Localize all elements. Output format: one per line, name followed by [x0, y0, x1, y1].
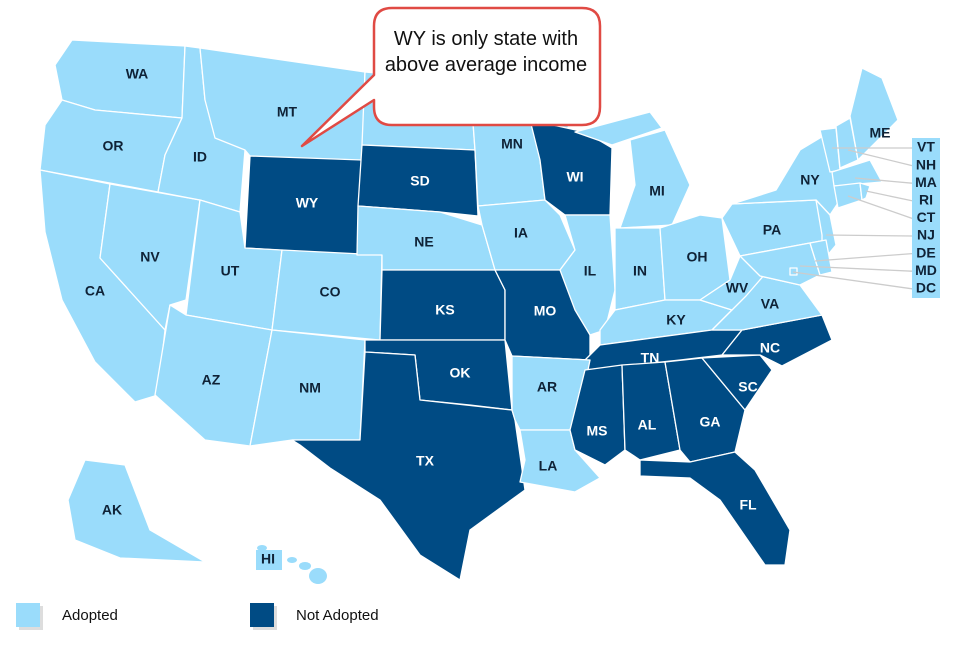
state-label-la: LA [539, 458, 558, 474]
state-label-id: ID [193, 149, 207, 165]
state-hi-island[interactable] [299, 562, 311, 570]
legend-not-adopted: Not Adopted [250, 603, 379, 627]
state-mi[interactable] [619, 129, 691, 229]
hi-label-box [256, 550, 282, 570]
state-label-va: VA [761, 296, 779, 312]
state-hi-island[interactable] [287, 557, 297, 563]
state-label-ga: GA [700, 414, 721, 430]
state-label-sd: SD [410, 173, 429, 189]
state-hi-island[interactable] [309, 568, 327, 584]
state-sc[interactable] [701, 354, 773, 411]
state-label-fl: FL [739, 497, 757, 513]
side-label-ma: MA [915, 174, 937, 190]
state-label-az: AZ [202, 372, 221, 388]
state-label-pa: PA [763, 222, 781, 238]
state-label-wi: WI [566, 169, 583, 185]
callout-bubble [300, 6, 602, 148]
state-label-ok: OK [450, 365, 471, 381]
side-label-dc: DC [916, 280, 936, 296]
leader-line [799, 265, 913, 272]
leader-line [865, 190, 913, 202]
legend-swatch-not-adopted [250, 603, 274, 627]
state-il[interactable] [559, 214, 616, 336]
state-ct[interactable] [833, 182, 863, 209]
leader-line [847, 195, 913, 220]
state-al[interactable] [621, 361, 681, 461]
leader-line [854, 177, 913, 184]
side-label-box [912, 138, 940, 298]
state-me[interactable] [849, 67, 899, 161]
state-label-ky: KY [666, 312, 686, 328]
state-label-ak: AK [102, 502, 122, 518]
state-mi[interactable] [574, 111, 663, 146]
state-label-mn: MN [501, 136, 523, 152]
state-label-ut: UT [221, 263, 240, 279]
state-md[interactable] [739, 242, 821, 286]
state-label-nc: NC [760, 340, 780, 356]
state-label-in: IN [633, 263, 647, 279]
state-label-ar: AR [537, 379, 557, 395]
side-label-ri: RI [919, 192, 933, 208]
state-label-il: IL [584, 263, 597, 279]
state-label-wv: WV [726, 280, 749, 296]
state-label-wy: WY [296, 195, 319, 211]
leader-line [825, 234, 913, 237]
state-tx[interactable] [291, 351, 526, 581]
legend-adopted: Adopted [16, 603, 118, 627]
legend-label: Not Adopted [296, 606, 379, 624]
state-label-hi: HI [261, 551, 275, 567]
legend-label: Adopted [62, 606, 118, 624]
state-label-oh: OH [687, 249, 708, 265]
state-label-mt: MT [277, 104, 298, 120]
state-label-al: AL [638, 417, 657, 433]
side-label-md: MD [915, 262, 937, 278]
side-label-vt: VT [917, 139, 935, 155]
state-hi-island[interactable] [257, 545, 267, 551]
leader-line [847, 149, 913, 167]
state-sd[interactable] [357, 144, 479, 217]
state-label-nv: NV [140, 249, 160, 265]
state-ak[interactable] [67, 459, 206, 563]
state-de[interactable] [809, 239, 833, 276]
state-label-tx: TX [416, 453, 435, 469]
state-fl[interactable] [639, 451, 791, 566]
state-label-ks: KS [435, 302, 454, 318]
state-label-sc: SC [738, 379, 757, 395]
state-label-me: ME [870, 125, 891, 141]
states [39, 39, 899, 584]
state-label-ia: IA [514, 225, 528, 241]
state-label-ny: NY [800, 172, 820, 188]
state-label-ms: MS [587, 423, 608, 439]
state-label-mo: MO [534, 303, 557, 319]
state-label-ca: CA [85, 283, 105, 299]
side-label-ct: CT [917, 209, 936, 225]
state-label-mi: MI [649, 183, 665, 199]
state-label-wa: WA [126, 66, 149, 82]
state-label-co: CO [320, 284, 341, 300]
state-ri[interactable] [859, 182, 871, 201]
side-label-nh: NH [916, 156, 936, 172]
leader-line [814, 252, 913, 262]
legend-swatch-adopted [16, 603, 40, 627]
leader-line [792, 271, 913, 290]
side-label-de: DE [916, 244, 935, 260]
state-label-or: OR [103, 138, 124, 154]
side-label-nj: NJ [917, 227, 935, 243]
state-label-tn: TN [641, 350, 660, 366]
callout-text: WY is only state with above average inco… [384, 28, 588, 76]
state-label-ne: NE [414, 234, 433, 250]
state-label-nm: NM [299, 380, 321, 396]
